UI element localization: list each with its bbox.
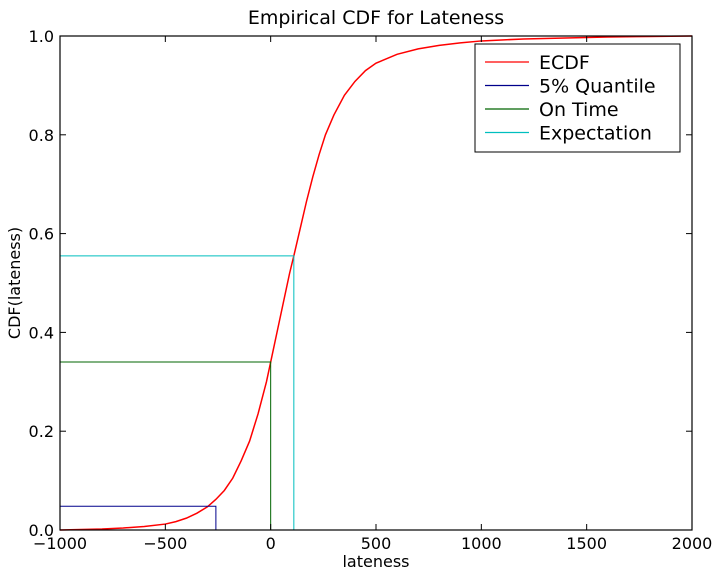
series-ecdf-line [59, 35, 693, 531]
legend-label-expectation: Expectation [539, 123, 652, 145]
y-axis-label: CDF(lateness) [5, 227, 24, 339]
y-tick-label: 0.0 [29, 521, 54, 540]
x-tick-label: 500 [361, 534, 392, 553]
ticks-layer: −1000 −500 0 500 1000 1500 2000 0.0 0.2 0.4 0.6 0.8… [29, 27, 713, 553]
x-tick-label: 0 [266, 534, 276, 553]
x-tick-label: −500 [143, 534, 187, 553]
legend-label-ecdf: ECDF [539, 52, 590, 74]
series-5-quantile-marker [60, 505, 217, 530]
x-tick-label: 1000 [461, 534, 502, 553]
y-tick-label: 0.6 [29, 225, 54, 244]
legend-label-on-time: On Time [539, 99, 619, 121]
legend-label-5-quantile: 5% Quantile [539, 76, 656, 98]
x-tick-label: 2000 [672, 534, 713, 553]
y-tick-label: 0.4 [29, 323, 54, 342]
y-tick-label: 0.2 [29, 422, 54, 441]
y-tick-label: 0.8 [29, 126, 54, 145]
x-tick-label: 1500 [566, 534, 607, 553]
series-expectation-marker [60, 255, 295, 530]
chart-title: Empirical CDF for Lateness [248, 7, 504, 29]
marks-layer [59, 35, 693, 531]
x-axis-label: lateness [342, 552, 409, 570]
x-tick-label: −1000 [33, 534, 87, 553]
y-tick-label: 1.0 [29, 27, 54, 46]
series-on-time-marker [60, 361, 272, 530]
